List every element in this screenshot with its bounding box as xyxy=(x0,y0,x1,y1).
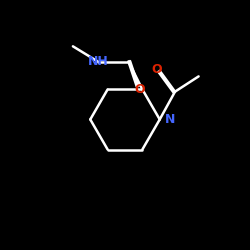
Text: O: O xyxy=(151,63,162,76)
Text: NH: NH xyxy=(88,55,108,68)
Text: N: N xyxy=(165,113,175,126)
Text: O: O xyxy=(134,83,145,96)
